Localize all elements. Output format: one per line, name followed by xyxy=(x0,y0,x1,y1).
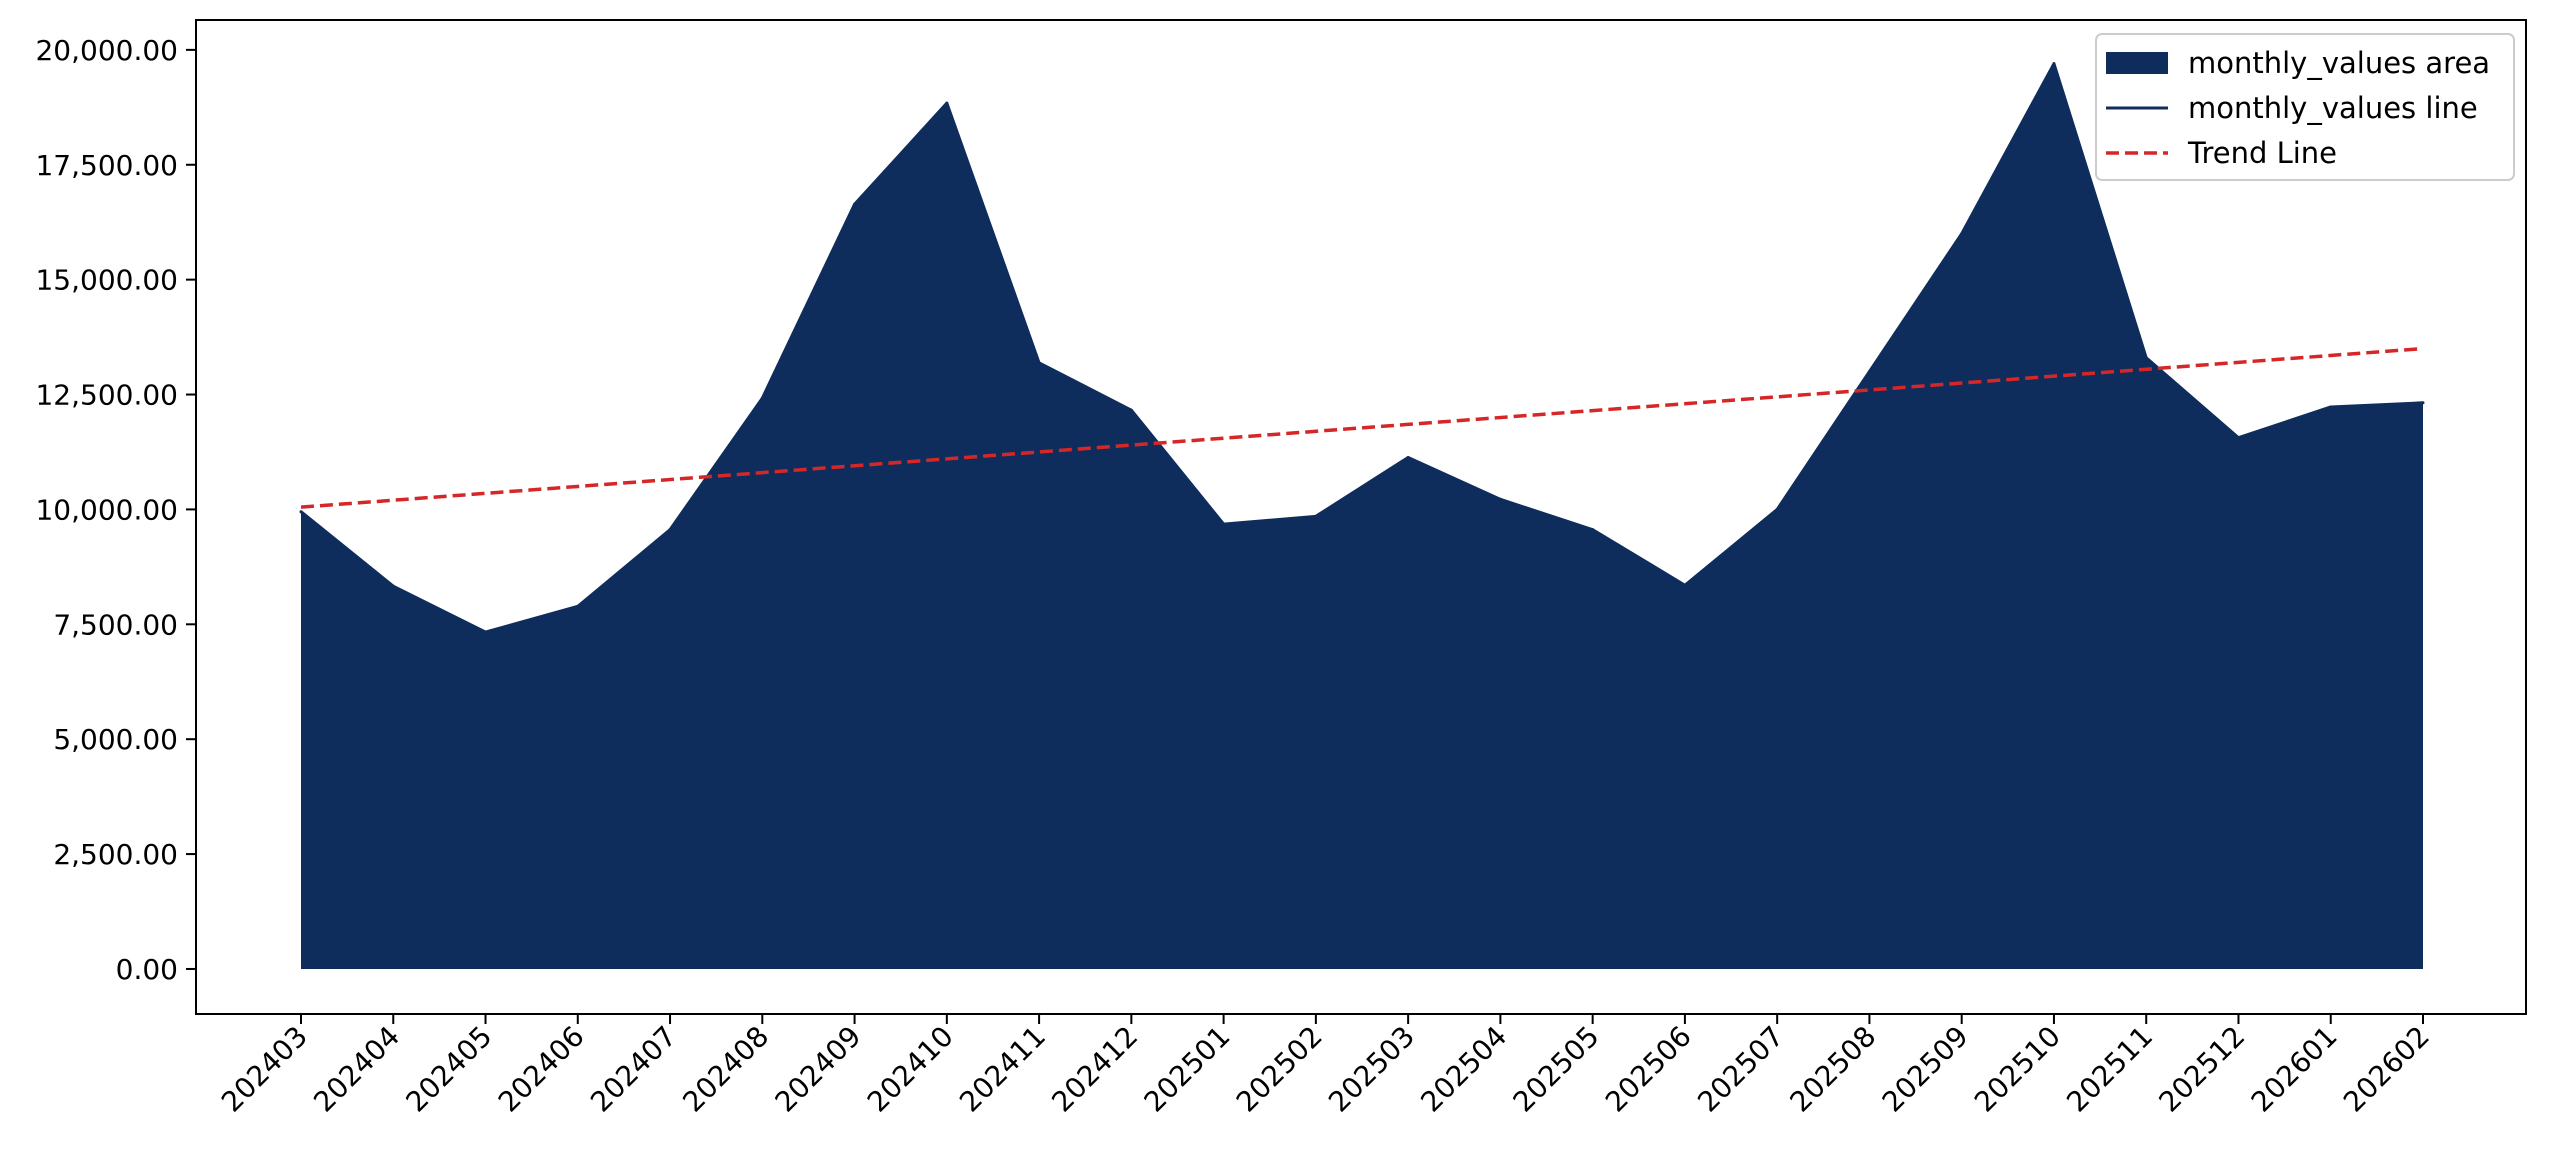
data-point xyxy=(1314,514,1318,518)
trend-line xyxy=(300,346,2424,509)
data-point xyxy=(2421,401,2425,405)
data-point xyxy=(1222,522,1226,526)
data-point xyxy=(1591,528,1595,532)
y-tick-label: 12,500.00 xyxy=(35,379,178,412)
y-tick-label: 17,500.00 xyxy=(35,149,178,182)
y-axis: 0.00 2,500.00 5,000.00 7,500.00 10,000.00 12,… xyxy=(35,34,196,986)
data-point xyxy=(853,202,857,206)
y-tick-label: 10,000.00 xyxy=(35,493,178,526)
legend-label: monthly_values area xyxy=(2188,46,2490,80)
data-point xyxy=(2052,62,2056,66)
y-tick-label: 7,500.00 xyxy=(53,608,178,641)
data-point xyxy=(2144,356,2148,360)
data-point xyxy=(945,101,949,105)
legend-box xyxy=(2095,33,2515,181)
data-point xyxy=(1960,232,1964,236)
legend-label: monthly_values line xyxy=(2188,91,2478,125)
data-point xyxy=(1683,583,1687,587)
data-point xyxy=(2236,436,2240,440)
y-tick-label: 5,000.00 xyxy=(53,723,178,756)
data-point xyxy=(1129,408,1133,412)
y-tick-label: 15,000.00 xyxy=(35,264,178,297)
data-point xyxy=(484,630,488,634)
y-tick-label: 20,000.00 xyxy=(35,34,178,67)
area-fill xyxy=(301,63,2423,969)
data-point xyxy=(1498,497,1502,501)
data-point xyxy=(760,396,764,400)
data-point xyxy=(668,528,672,532)
data-point xyxy=(1867,370,1871,374)
data-point xyxy=(1775,507,1779,511)
data-point xyxy=(1037,361,1041,365)
data-point xyxy=(2329,405,2333,409)
data-point xyxy=(1406,455,1410,459)
legend-label: Trend Line xyxy=(2187,136,2337,170)
data-point xyxy=(576,604,580,608)
y-tick-label: 2,500.00 xyxy=(53,838,178,871)
plot-area xyxy=(299,62,2425,969)
plot-frame xyxy=(195,19,2527,1015)
legend-area-swatch xyxy=(2106,52,2168,74)
legend: monthly_values area monthly_values line Tr… xyxy=(2095,33,2515,181)
data-point xyxy=(299,510,303,514)
data-point xyxy=(391,584,395,588)
series-line xyxy=(300,62,2424,634)
y-tick-label: 0.00 xyxy=(116,953,178,986)
